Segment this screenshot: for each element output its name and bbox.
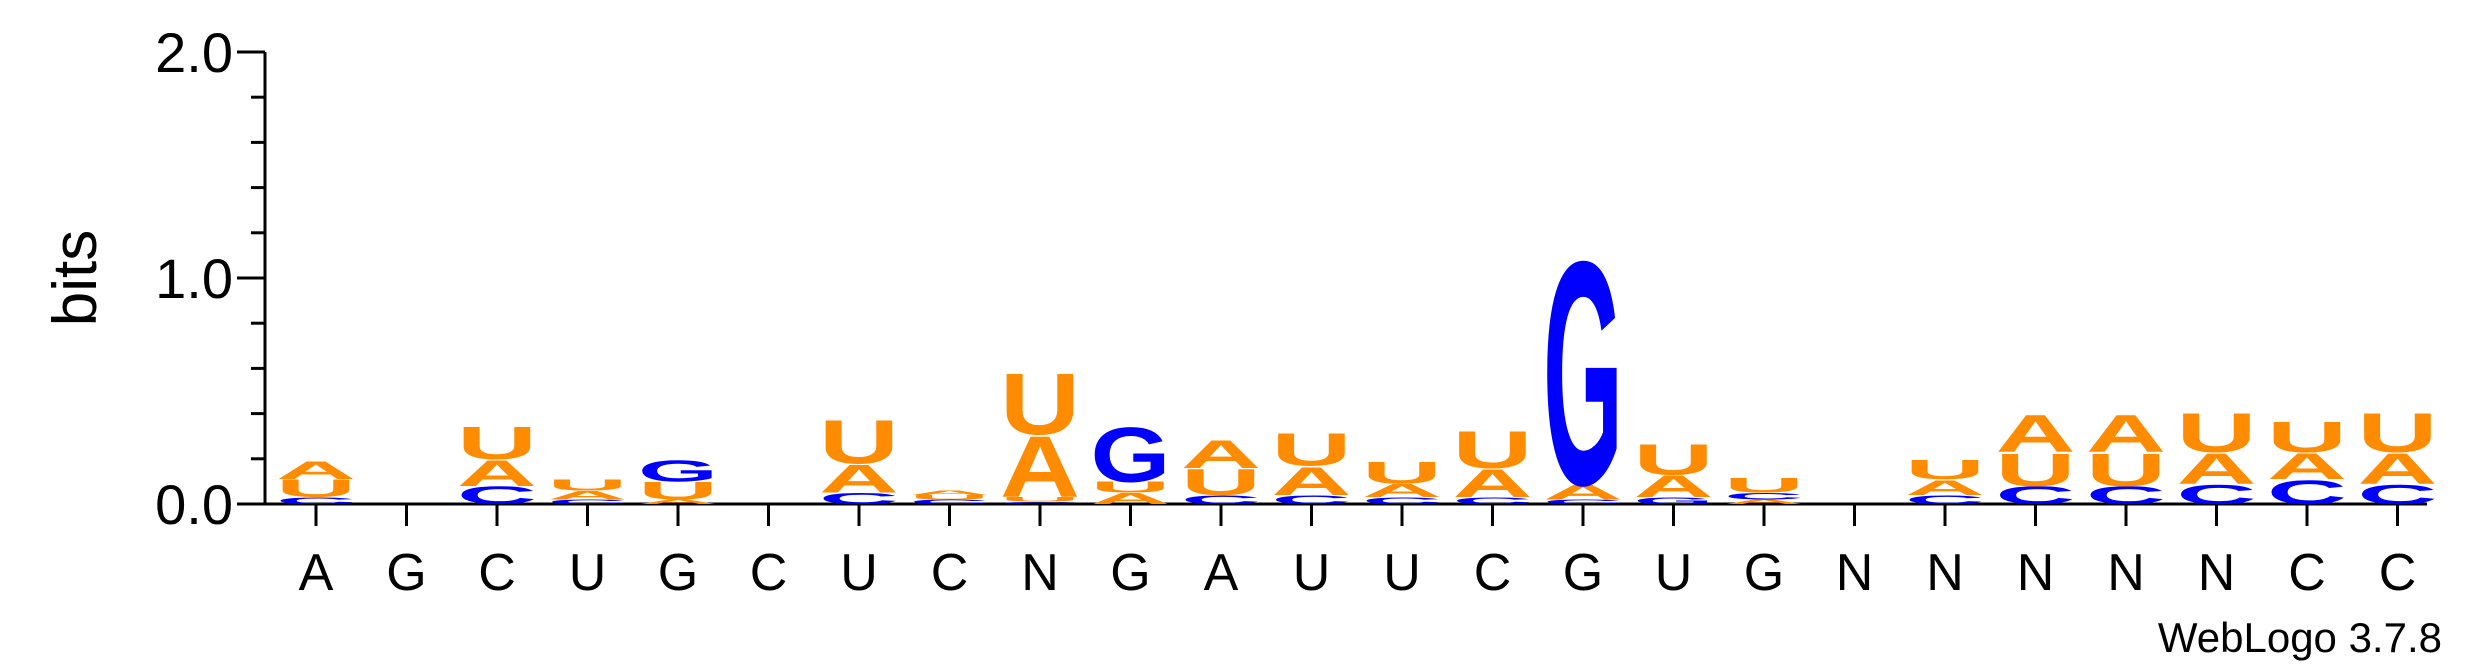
logo-letter-a: A	[1272, 459, 1352, 504]
logo-letter-u: U	[457, 417, 537, 469]
x-tick-label: U	[840, 544, 878, 602]
logo-letter-u: U	[1000, 496, 1080, 503]
x-tick-label: N	[2107, 544, 2145, 602]
y-axis-label: bits	[41, 230, 110, 326]
y-tick-label: 2.0	[155, 21, 233, 84]
logo-letter-a: A	[2358, 444, 2438, 492]
logo-letter-c: C	[276, 496, 356, 506]
logo-letter-u: U	[2358, 402, 2438, 464]
logo-letter-a: A	[457, 452, 537, 494]
logo-letter-a: A	[1724, 498, 1804, 505]
logo-letter-a: A	[1362, 480, 1442, 501]
logo-letter-a: A	[548, 488, 628, 502]
logo-letter-c: C	[1272, 493, 1352, 507]
x-tick-label: C	[2379, 544, 2417, 602]
logo-letter-g: G	[638, 454, 718, 489]
x-tick-label: N	[1836, 544, 1874, 602]
x-tick-label: U	[1655, 544, 1693, 602]
logo-letter-a: A	[910, 489, 990, 496]
logo-letter-c: C	[457, 482, 537, 510]
x-tick-label: N	[1926, 544, 1964, 602]
logo-letter-c: C	[2086, 482, 2166, 510]
logo-letter-u: U	[2267, 413, 2347, 461]
weblogo-credit: WebLogo 3.7.8	[2158, 614, 2442, 661]
logo-letter-a: A	[2177, 444, 2257, 492]
x-tick-label: U	[1383, 544, 1421, 602]
x-tick-label: U	[569, 544, 607, 602]
logo-letter-g: G	[1091, 412, 1171, 498]
logo-letter-u: U	[1000, 356, 1080, 453]
logo-letter-u: U	[1905, 454, 1985, 485]
logo-letter-a: A	[1453, 461, 1533, 506]
y-ticks: 0.0 1.0 2.0	[155, 21, 265, 536]
logo-letter-c: C	[819, 490, 899, 507]
logo-letter-u: U	[1272, 424, 1352, 476]
logo-letter-u: U	[910, 494, 990, 501]
x-tick-label: A	[299, 544, 334, 602]
logo-letter-a: A	[1905, 475, 1985, 499]
logo-letter-u: U	[1362, 456, 1442, 491]
x-tick-label: N	[2198, 544, 2236, 602]
logo-letter-c: C	[910, 498, 990, 505]
logo-letter-c: C	[1000, 501, 1080, 504]
x-tick-label: G	[658, 544, 698, 602]
x-tick-label: C	[2288, 544, 2326, 602]
logo-letter-c: C	[2358, 479, 2438, 510]
logo-letter-a: A	[1181, 432, 1261, 477]
logo-letter-u: U	[1996, 444, 2076, 496]
logo-letter-u: U	[1091, 479, 1171, 496]
logo-letter-a: A	[1000, 420, 1080, 517]
x-tick-label: G	[1744, 544, 1784, 602]
logo-letter-a: A	[276, 457, 356, 485]
x-tick-label: G	[386, 544, 426, 602]
x-tick-label: C	[478, 544, 516, 602]
logo-letter-a: A	[819, 456, 899, 501]
logo-letter-a: A	[2267, 445, 2347, 487]
y-tick-label: 0.0	[155, 473, 233, 536]
logo-letter-a: A	[1634, 469, 1714, 504]
x-tick-label: C	[750, 544, 788, 602]
x-tick-label: A	[1204, 544, 1239, 602]
y-tick-label: 1.0	[155, 247, 233, 310]
y-axis: 0.0 1.0 2.0 bits	[41, 21, 267, 536]
logo-letter-u: U	[819, 408, 899, 477]
logo-letter-c: C	[548, 498, 628, 505]
logo-letter-u: U	[2177, 402, 2257, 464]
logo-letter-c: C	[1996, 482, 2076, 510]
logo-letter-c: C	[2177, 479, 2257, 510]
x-tick-label: C	[1474, 544, 1512, 602]
logo-letter-a: A	[1996, 405, 2076, 464]
logo-letter-c: C	[1724, 491, 1804, 501]
logo-letter-u: U	[548, 476, 628, 493]
logo-letter-u: U	[1634, 435, 1714, 483]
logo-letter-u: U	[1453, 420, 1533, 479]
logo-letter-c: C	[1362, 496, 1442, 506]
x-tick-label: N	[1021, 544, 1059, 602]
logo-letter-a: A	[1543, 480, 1623, 504]
logo-letter-c: C	[2267, 474, 2347, 512]
logo-letter-u: U	[638, 477, 718, 505]
x-tick-label: C	[931, 544, 969, 602]
logo-letter-g: G	[1543, 196, 1623, 553]
logo-letter-c: C	[1453, 496, 1533, 506]
logo-letter-u: U	[276, 475, 356, 503]
logo-letter-c: C	[1543, 498, 1623, 505]
logo-letter-u: U	[1724, 473, 1804, 497]
logo-letter-a: A	[1091, 490, 1171, 507]
logo-letter-c: C	[1905, 493, 1985, 507]
logo-letter-c: C	[1181, 493, 1261, 507]
x-tick-label: U	[1293, 544, 1331, 602]
letter-stacks: CUACAUCAUAUGCAUCUACUAUAUGCUACAUCAUCAUCAG…	[276, 196, 2437, 553]
x-tick-label: N	[2017, 544, 2055, 602]
logo-letter-u: U	[1181, 461, 1261, 503]
x-tick-label: G	[1110, 544, 1150, 602]
logo-letter-u: U	[2086, 444, 2166, 496]
logo-letter-a: A	[638, 498, 718, 505]
x-tick-label: G	[1563, 544, 1603, 602]
logo-letter-g: G	[1634, 496, 1714, 506]
logo-letter-a: A	[2086, 405, 2166, 464]
